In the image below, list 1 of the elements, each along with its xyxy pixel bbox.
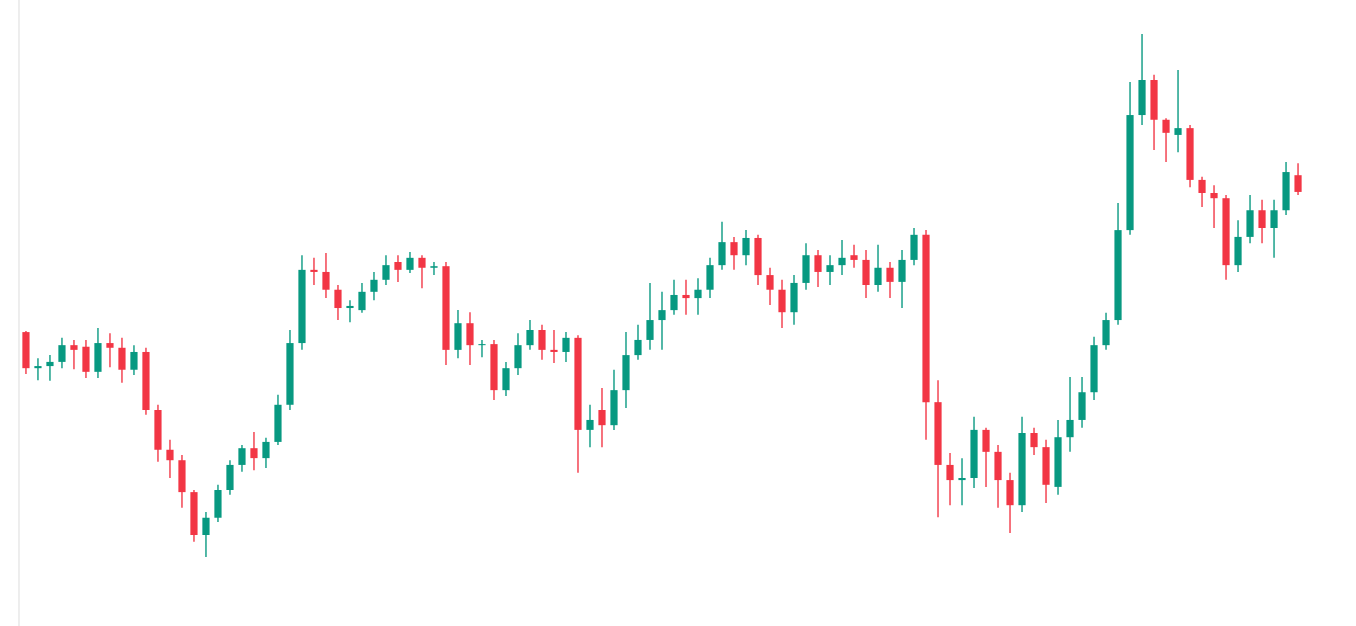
candlestick [430, 261, 438, 276]
